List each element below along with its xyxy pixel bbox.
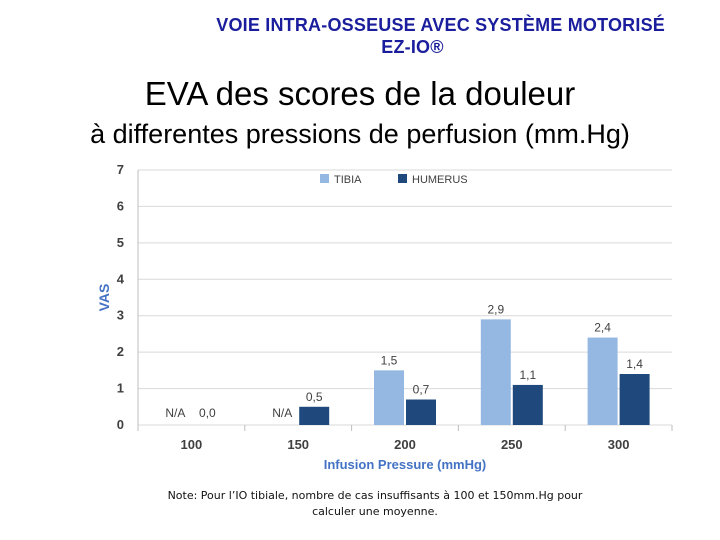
x-tick-label: 300 <box>608 437 630 452</box>
slide-header: VOIE INTRA-OSSEUSE AVEC SYSTÈME MOTORISÉ… <box>160 14 665 58</box>
header-line-1: VOIE INTRA-OSSEUSE AVEC SYSTÈME MOTORISÉ <box>216 15 665 35</box>
data-label: N/A <box>272 406 292 420</box>
y-tick-label: 0 <box>117 417 124 432</box>
slide-subtitle: à differentes pressions de perfusion (mm… <box>90 119 630 149</box>
tibia-bar <box>587 337 618 425</box>
y-axis-title: VAS <box>96 284 112 312</box>
x-tick-label: 200 <box>394 437 416 452</box>
y-tick-label: 6 <box>117 198 124 213</box>
humerus-bar <box>406 399 436 425</box>
y-tick-label: 2 <box>117 344 124 359</box>
header-line-2: EZ-IO® <box>381 37 444 57</box>
x-axis-title: Infusion Pressure (mmHg) <box>324 457 487 472</box>
data-label: 1,4 <box>626 357 643 371</box>
humerus-bar <box>299 406 330 425</box>
slide-title: EVA des scores de la douleur <box>144 75 576 112</box>
y-tick-label: 5 <box>117 235 124 250</box>
data-label: 1,5 <box>381 353 398 367</box>
x-tick-label: 100 <box>181 437 203 452</box>
footnote-line-2: calculer une moyenne. <box>312 505 438 518</box>
tibia-bar <box>480 319 511 425</box>
legend-label: HUMERUS <box>412 174 468 186</box>
footnote-line-1: Note: Pour l’IO tibiale, nombre de cas i… <box>167 489 583 502</box>
data-label: 2,4 <box>594 321 611 335</box>
data-label: 2,9 <box>487 302 504 316</box>
data-label: 0,5 <box>306 390 323 404</box>
y-tick-label: 4 <box>117 271 125 286</box>
y-tick-label: 7 <box>117 162 124 177</box>
data-label: 1,1 <box>519 368 536 382</box>
legend-swatch <box>398 174 407 183</box>
humerus-bar <box>619 374 650 425</box>
data-label: 0,7 <box>413 383 430 397</box>
bar-chart: 0 1 2 3 4 5 6 7 100 N/A 0,0 150 N/A 0,5 200 1,5 0,7 250 2,… <box>96 162 673 472</box>
data-label: N/A <box>165 406 185 420</box>
y-tick-label: 3 <box>117 308 124 323</box>
y-tick-label: 1 <box>117 381 124 396</box>
data-label: 0,0 <box>199 406 216 420</box>
x-tick-label: 250 <box>501 437 523 452</box>
x-tick-label: 150 <box>287 437 309 452</box>
footnote: Note: Pour l’IO tibiale, nombre de cas i… <box>150 488 600 520</box>
legend-swatch <box>320 174 329 183</box>
humerus-bar <box>512 384 543 425</box>
legend-label: TIBIA <box>334 174 362 186</box>
tibia-bar <box>374 370 404 425</box>
